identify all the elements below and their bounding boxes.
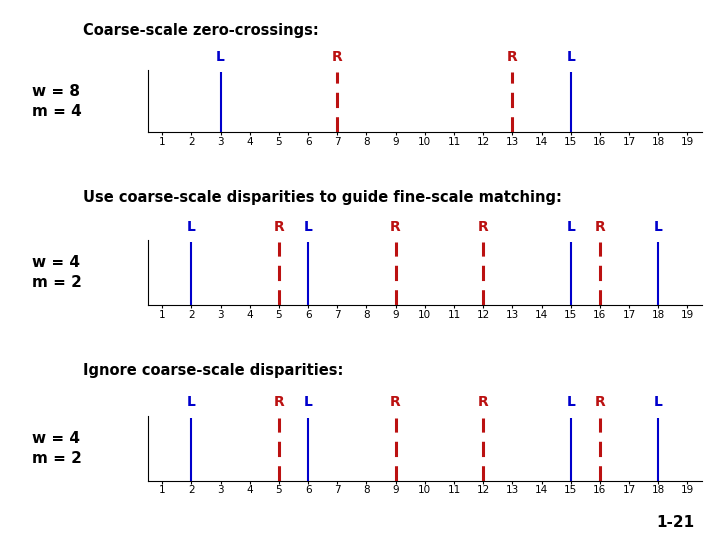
Text: R: R (274, 220, 284, 234)
Text: R: R (332, 50, 343, 64)
Text: L: L (216, 50, 225, 64)
Text: R: R (478, 220, 489, 234)
Text: R: R (595, 220, 606, 234)
Text: L: L (304, 395, 312, 409)
Text: R: R (507, 50, 518, 64)
Text: w = 8
m = 4: w = 8 m = 4 (32, 84, 82, 119)
Text: R: R (595, 395, 606, 409)
Text: w = 4
m = 2: w = 4 m = 2 (32, 431, 82, 465)
Text: Ignore coarse-scale disparities:: Ignore coarse-scale disparities: (83, 363, 343, 378)
Text: L: L (304, 220, 312, 234)
Text: 1-21: 1-21 (657, 515, 695, 530)
Text: L: L (654, 395, 662, 409)
Text: R: R (390, 220, 401, 234)
Text: R: R (478, 395, 489, 409)
Text: L: L (566, 220, 575, 234)
Text: L: L (566, 395, 575, 409)
Text: R: R (390, 395, 401, 409)
Text: L: L (654, 220, 662, 234)
Text: L: L (566, 50, 575, 64)
Text: Use coarse-scale disparities to guide fine-scale matching:: Use coarse-scale disparities to guide fi… (83, 190, 562, 205)
Text: w = 4
m = 2: w = 4 m = 2 (32, 255, 82, 290)
Text: Coarse-scale zero-crossings:: Coarse-scale zero-crossings: (83, 23, 318, 38)
Text: L: L (187, 395, 196, 409)
Text: L: L (187, 220, 196, 234)
Text: R: R (274, 395, 284, 409)
